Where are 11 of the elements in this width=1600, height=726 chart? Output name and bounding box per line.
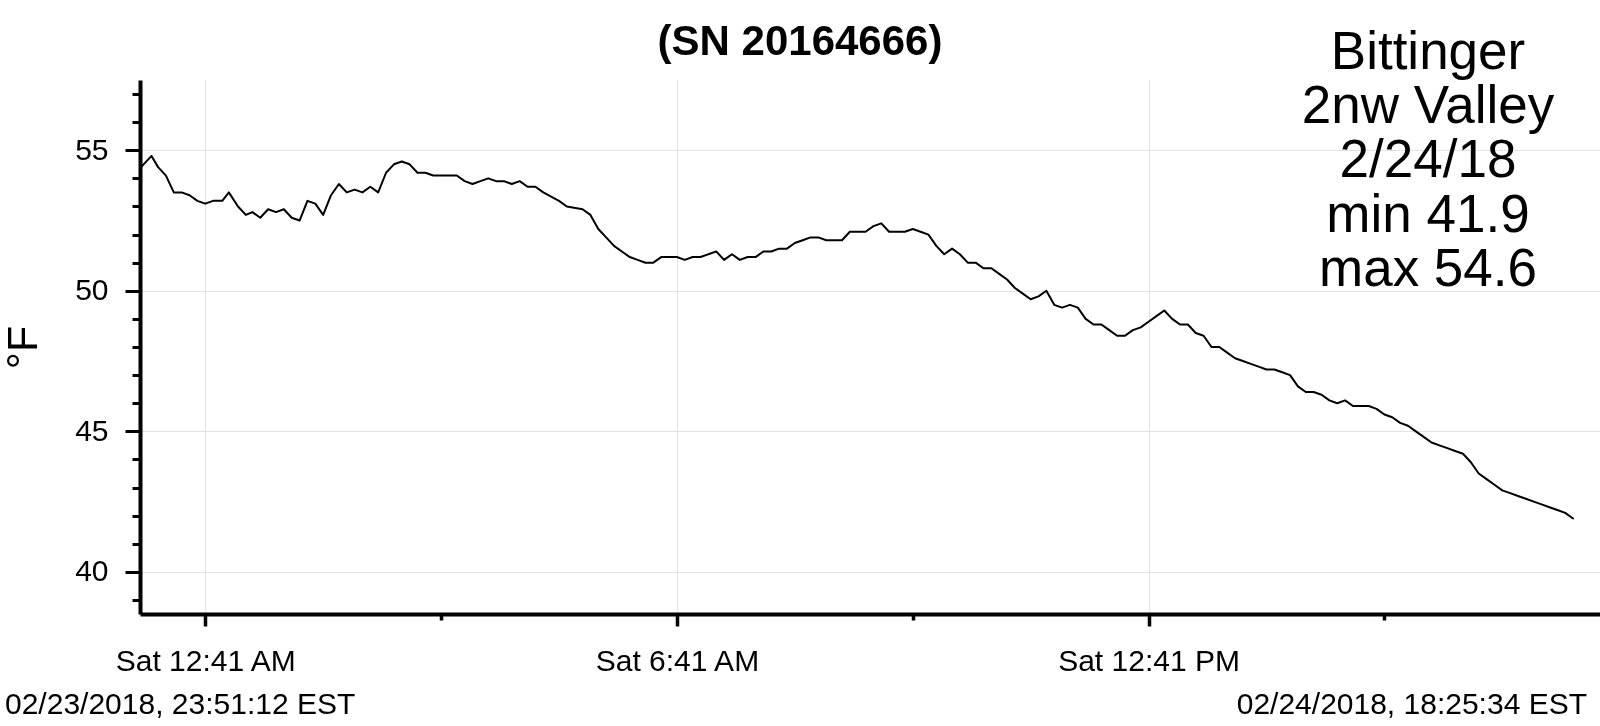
y-tick-label: 55 <box>75 132 109 166</box>
text: 02/23/2018, 23:51:12 EST <box>5 687 356 720</box>
x-tick-label: Sat 12:41 PM <box>1058 643 1240 677</box>
text: 02/24/2018, 18:25:34 EST <box>1236 687 1587 720</box>
chart-title: (SN 20164666) <box>657 17 943 65</box>
y-tick-label: 40 <box>75 554 109 588</box>
x-tick-label: Sat 6:41 AM <box>595 643 760 677</box>
x-tick-label: Sat 12:41 AM <box>115 643 296 677</box>
y-tick-label: 50 <box>75 273 109 307</box>
y-axis-title: °F <box>0 325 46 370</box>
y-tick-label: 45 <box>75 413 109 447</box>
